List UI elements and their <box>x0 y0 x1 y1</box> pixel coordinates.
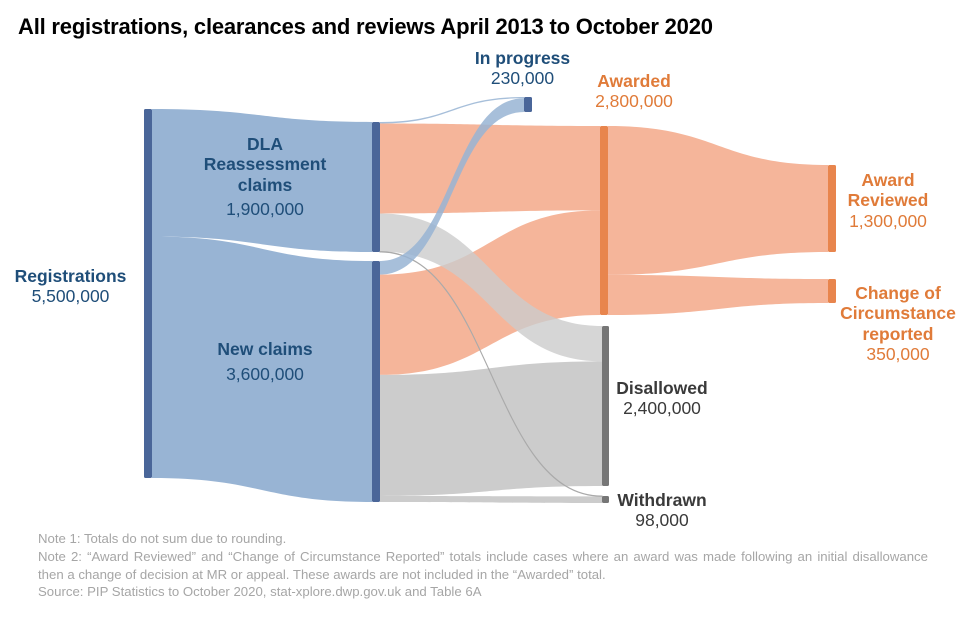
flow-new-claims-to-in-progress <box>380 98 524 275</box>
flow-dla-to-withdrawn <box>379 251 603 497</box>
node-label-award-reviewed: Award Reviewed 1,300,000 <box>828 170 948 231</box>
node-name: Circumstance <box>840 303 956 324</box>
node-value: 230,000 <box>490 68 555 89</box>
flow-registrations-to-new-claims <box>152 236 372 503</box>
flow-registrations-to-dla <box>152 109 372 252</box>
note-1: Note 1: Totals do not sum due to roundin… <box>38 531 287 546</box>
flow-awarded-to-change-of-circumstance <box>608 274 828 315</box>
node-label-registrations: Registrations 5,500,000 <box>8 266 133 307</box>
node-bar-registrations <box>144 109 152 478</box>
node-value: 3,600,000 <box>226 364 304 385</box>
node-name: Reassessment <box>203 154 327 175</box>
flow-dla-to-disallowed <box>380 213 602 362</box>
flow-dla-to-in-progress <box>380 97 524 124</box>
flow-new-claims-to-disallowed <box>380 361 602 496</box>
note-2: Note 2: “Award Reviewed” and “Change of … <box>38 548 928 582</box>
node-label-change-of-circumstance: Change of Circumstance reported 350,000 <box>836 283 960 365</box>
node-bar-dla <box>372 122 380 252</box>
node-name: Awarded <box>597 71 671 91</box>
node-name: New claims <box>217 339 313 359</box>
source-note: Source: PIP Statistics to October 2020, … <box>38 584 482 600</box>
flow-dla-to-awarded <box>380 123 600 214</box>
node-value: 1,300,000 <box>849 210 927 231</box>
node-name: Reviewed <box>847 190 929 211</box>
node-name: DLA <box>247 134 283 154</box>
flow-new-claims-to-withdrawn <box>380 495 602 503</box>
node-name: Withdrawn <box>617 490 707 510</box>
node-bar-disallowed <box>602 326 609 486</box>
node-bar-award-reviewed <box>828 165 836 252</box>
node-label-withdrawn: Withdrawn 98,000 <box>607 490 717 531</box>
node-name: Award <box>861 170 915 190</box>
node-name: reported <box>862 323 934 344</box>
node-value: 98,000 <box>635 510 689 531</box>
node-label-disallowed: Disallowed 2,400,000 <box>607 378 717 419</box>
node-bar-awarded <box>600 126 608 315</box>
node-value: 2,400,000 <box>623 398 701 419</box>
node-name: In progress <box>474 48 571 68</box>
nodes-layer <box>144 97 836 503</box>
flow-awarded-to-award-reviewed <box>608 126 828 275</box>
node-bar-in-progress <box>524 97 532 112</box>
node-value: 5,500,000 <box>31 286 110 307</box>
footnotes: Note 1: Totals do not sum due to roundin… <box>38 530 928 601</box>
node-value: 350,000 <box>866 344 930 365</box>
node-name: Registrations <box>14 266 127 286</box>
node-value: 2,800,000 <box>595 91 673 112</box>
node-label-new-claims: New claims 3,600,000 <box>190 339 340 385</box>
node-name: Change of <box>855 283 941 303</box>
node-label-dla: DLA Reassessment claims 1,900,000 <box>190 134 340 220</box>
node-value: 1,900,000 <box>226 199 304 220</box>
node-label-awarded: Awarded 2,800,000 <box>578 71 690 112</box>
flows-layer <box>152 97 828 503</box>
node-bar-new-claims <box>372 261 380 502</box>
node-name: Disallowed <box>616 378 708 398</box>
node-label-in-progress: In progress 230,000 <box>460 48 585 89</box>
node-name: claims <box>237 174 293 195</box>
chart-title: All registrations, clearances and review… <box>18 14 713 39</box>
node-bar-withdrawn <box>602 496 609 503</box>
node-bar-change-of-circumstance <box>828 279 836 303</box>
